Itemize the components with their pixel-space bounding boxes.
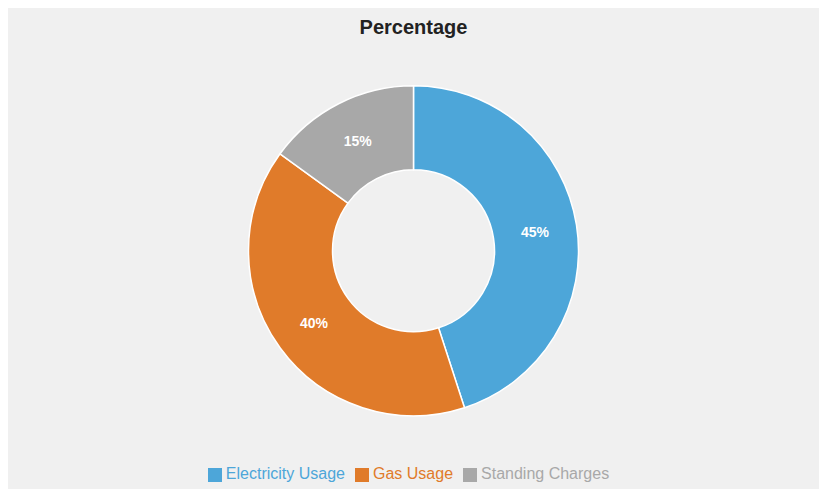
svg-text:15%: 15%: [344, 133, 373, 149]
html-text:Standing Charges: Standing Charges: [481, 465, 610, 482]
svg-text:45%: 45%: [521, 224, 550, 240]
html-text:Gas Usage: Gas Usage: [373, 465, 453, 482]
svg-text:40%: 40%: [300, 315, 329, 331]
html-text:Percentage: Percentage: [359, 16, 468, 38]
html-text:Electricity Usage: Electricity Usage: [225, 465, 345, 482]
